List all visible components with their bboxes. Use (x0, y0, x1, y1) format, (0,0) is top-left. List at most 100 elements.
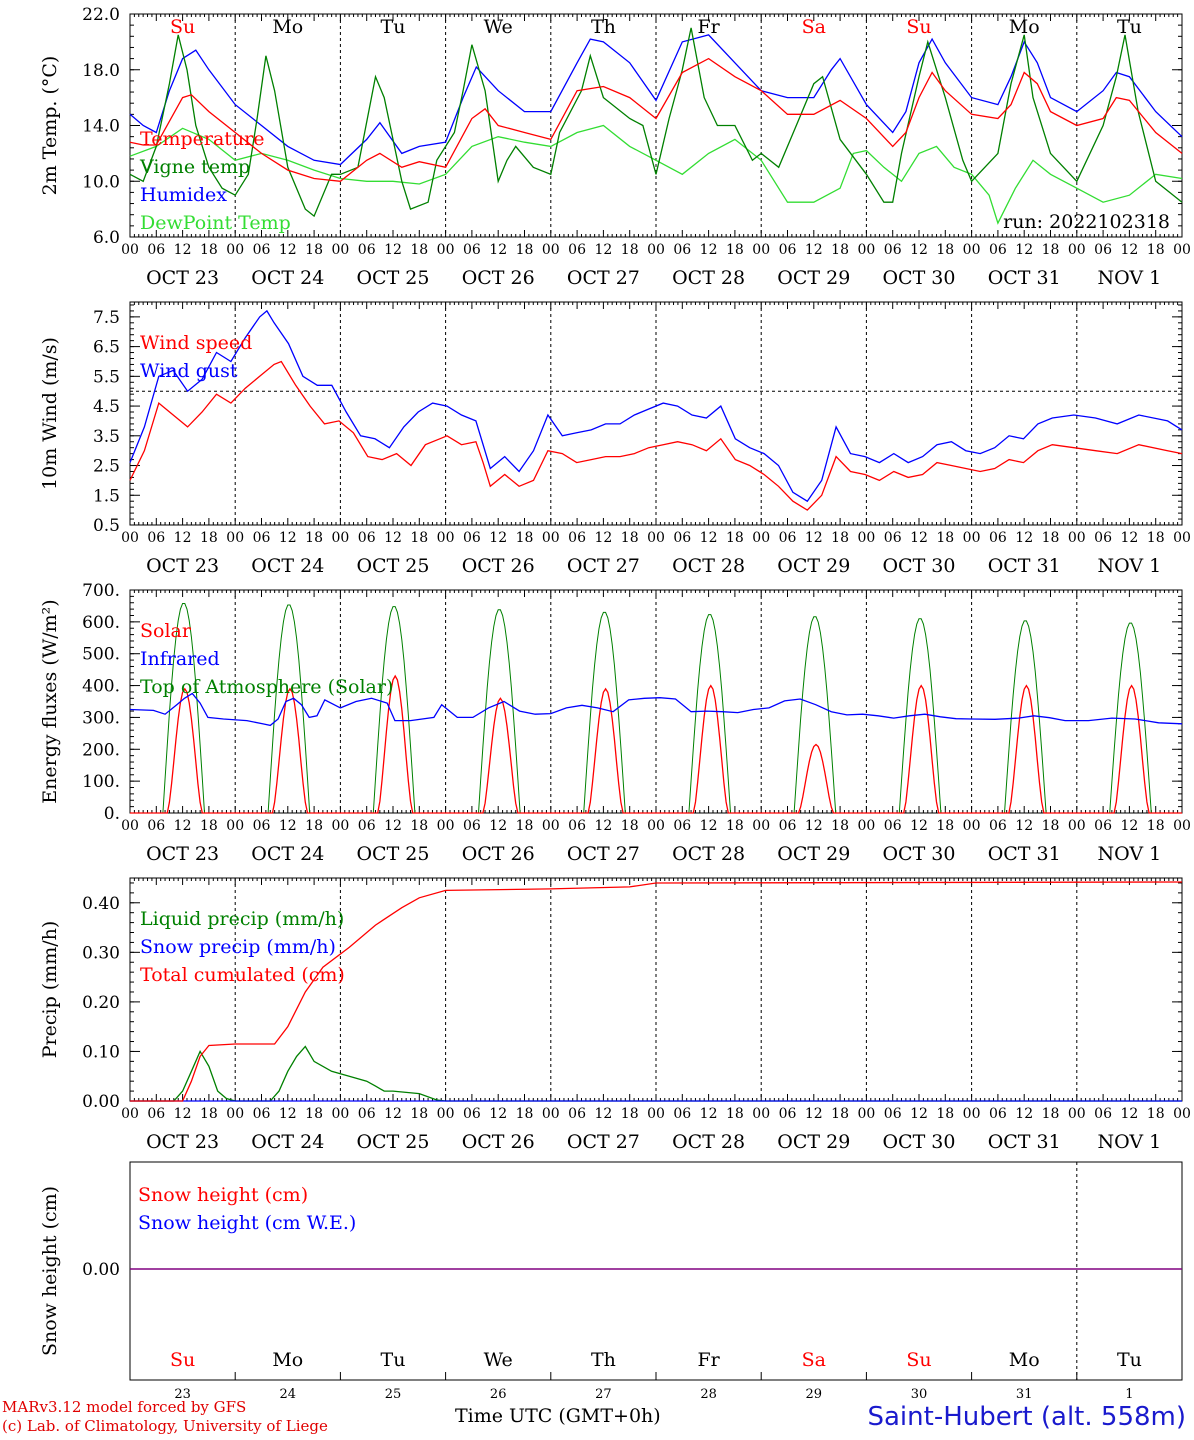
series-line-solar (130, 674, 1182, 814)
date-label: OCT 29 (777, 555, 850, 577)
legend-entry: Infrared (140, 648, 220, 670)
weekday-label: Tu (381, 1349, 406, 1371)
hour-label: 18 (305, 1106, 323, 1122)
hour-label: 12 (174, 818, 192, 834)
y-tick-label: 100. (82, 772, 120, 792)
hour-label: 06 (779, 818, 797, 834)
hour-label: 18 (1042, 242, 1060, 258)
hour-label: 12 (279, 242, 297, 258)
day-number-label: 23 (174, 1387, 191, 1402)
hour-label: 00 (857, 1106, 875, 1122)
date-label: OCT 23 (146, 1131, 219, 1153)
weekday-label: Sa (802, 1349, 826, 1371)
panel-frame-1 (129, 301, 1183, 526)
y-tick-label: 0.00 (82, 1092, 120, 1112)
hour-label: 00 (752, 818, 770, 834)
hour-label: 06 (779, 1106, 797, 1122)
y-tick-label: 700. (82, 581, 120, 601)
hour-label: 18 (831, 242, 849, 258)
hour-label: 00 (542, 818, 560, 834)
legend-entry: Snow height (cm) (138, 1184, 308, 1206)
hour-label: 06 (253, 818, 271, 834)
day-number-label: 31 (1016, 1387, 1033, 1402)
weekday-label: Fr (697, 16, 720, 38)
hour-label: 18 (831, 530, 849, 546)
hour-label: 12 (174, 1106, 192, 1122)
hour-label: 00 (437, 242, 455, 258)
day-number-label: 1 (1125, 1387, 1133, 1402)
hour-label: 00 (1173, 818, 1191, 834)
series-line-total-cumulated-cm- (130, 881, 1183, 1102)
hour-label: 06 (568, 530, 586, 546)
hour-label: 00 (1068, 242, 1086, 258)
date-label: OCT 30 (882, 843, 955, 865)
hour-label: 18 (200, 818, 218, 834)
y-axis-label: Energy fluxes (W/m²) (39, 599, 61, 803)
date-label: NOV 1 (1098, 555, 1162, 577)
hour-label: 18 (726, 242, 744, 258)
day-number-label: 28 (700, 1387, 717, 1402)
y-tick-label: 1.5 (93, 486, 120, 506)
panel-frame-0 (129, 13, 1183, 238)
hour-label: 12 (805, 1106, 823, 1122)
hour-label: 12 (1120, 1106, 1138, 1122)
date-label: OCT 26 (462, 843, 535, 865)
date-label: OCT 26 (462, 267, 535, 289)
date-label: OCT 26 (462, 1131, 535, 1153)
hour-label: 00 (963, 818, 981, 834)
legend-entry: DewPoint Temp (140, 212, 291, 234)
hour-label: 06 (1094, 1106, 1112, 1122)
date-label: OCT 26 (462, 555, 535, 577)
hour-label: 18 (410, 242, 428, 258)
series-line-vigne-temp (129, 27, 1183, 218)
hour-label: 06 (673, 818, 691, 834)
y-tick-label: 6.0 (93, 228, 120, 248)
day-number-label: 25 (385, 1387, 402, 1402)
hour-label: 12 (805, 818, 823, 834)
weekday-label: Tu (1117, 1349, 1142, 1371)
date-label: OCT 30 (882, 555, 955, 577)
hour-label: 12 (489, 1106, 507, 1122)
hour-label: 12 (910, 530, 928, 546)
y-tick-label: 0.30 (82, 943, 120, 963)
hour-label: 18 (726, 1106, 744, 1122)
hour-label: 18 (936, 818, 954, 834)
hour-label: 12 (594, 530, 612, 546)
date-label: OCT 23 (146, 267, 219, 289)
hour-label: 00 (121, 242, 139, 258)
hour-label: 00 (542, 530, 560, 546)
hour-label: 12 (279, 818, 297, 834)
hour-label: 12 (1015, 530, 1033, 546)
legend-entry: Top of Atmosphere (Solar) (140, 676, 393, 698)
y-tick-label: 0.5 (93, 516, 120, 536)
hour-label: 12 (910, 242, 928, 258)
hour-label: 12 (279, 1106, 297, 1122)
hour-label: 00 (331, 530, 349, 546)
date-label: OCT 30 (882, 1131, 955, 1153)
y-tick-label: 0.10 (82, 1042, 120, 1062)
hour-label: 00 (963, 242, 981, 258)
date-label: OCT 27 (567, 555, 640, 577)
date-label: OCT 28 (672, 555, 745, 577)
hour-label: 06 (1094, 818, 1112, 834)
hour-label: 06 (673, 530, 691, 546)
hour-label: 18 (1042, 818, 1060, 834)
date-label: OCT 28 (672, 843, 745, 865)
hour-label: 12 (489, 530, 507, 546)
hour-label: 18 (621, 1106, 639, 1122)
weekday-label: Th (591, 1349, 616, 1371)
series-line-wind-speed (129, 360, 1183, 511)
date-label: OCT 29 (777, 267, 850, 289)
hour-label: 00 (647, 530, 665, 546)
legend-entry: Solar (140, 620, 192, 642)
hour-label: 00 (437, 1106, 455, 1122)
date-label: OCT 27 (567, 843, 640, 865)
hour-label: 06 (147, 818, 165, 834)
hour-label: 00 (121, 1106, 139, 1122)
hour-label: 18 (305, 530, 323, 546)
y-tick-label: 300. (82, 708, 120, 728)
weekday-label: Sa (802, 16, 826, 38)
hour-label: 00 (752, 530, 770, 546)
weekday-label: Mo (1009, 1349, 1040, 1371)
